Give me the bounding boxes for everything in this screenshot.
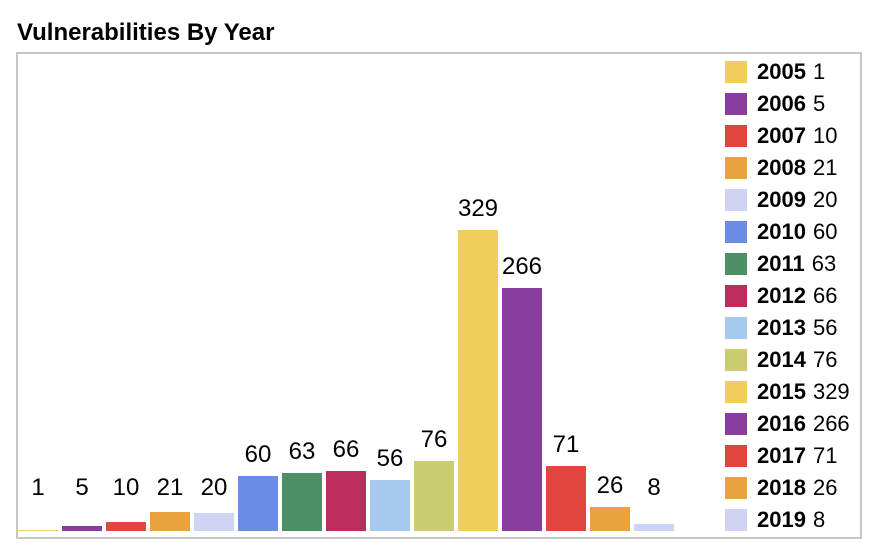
bar-value-label: 71 — [552, 431, 580, 458]
bar-value-label: 8 — [647, 474, 661, 501]
page-title: Vulnerabilities By Year — [17, 19, 275, 46]
legend-swatch — [725, 189, 747, 211]
bar-2008 — [150, 512, 190, 531]
legend-swatch — [725, 253, 747, 275]
legend-item-2014: 2014 76 — [725, 347, 850, 372]
legend-swatch — [725, 61, 747, 83]
legend-item-2019: 2019 8 — [725, 507, 850, 532]
legend-value: 60 — [812, 219, 838, 244]
legend-value: 76 — [812, 347, 838, 372]
bar-2009 — [194, 513, 234, 531]
legend-value: 5 — [812, 91, 826, 116]
legend-swatch — [725, 221, 747, 243]
legend-year: 2014 — [757, 347, 806, 372]
legend-year: 2015 — [757, 379, 806, 404]
legend-swatch — [725, 477, 747, 499]
bar-value-label: 63 — [288, 438, 316, 465]
legend-value: 26 — [812, 475, 838, 500]
legend-value: 20 — [812, 187, 838, 212]
legend-value: 1 — [812, 59, 826, 84]
legend-item-2005: 2005 1 — [725, 59, 850, 84]
legend-swatch — [725, 445, 747, 467]
legend-value: 266 — [812, 411, 850, 436]
bar-2007 — [106, 522, 146, 531]
legend-year: 2005 — [757, 59, 806, 84]
legend-swatch — [725, 381, 747, 403]
legend-item-2013: 2013 56 — [725, 315, 850, 340]
legend-year: 2012 — [757, 283, 806, 308]
legend-value: 63 — [811, 251, 837, 276]
plot-area: 1 5 10 21 20 60 63 66 56 76 329 266 71 26 8 — [18, 54, 860, 531]
legend-value: 10 — [812, 123, 838, 148]
legend-year: 2017 — [757, 443, 806, 468]
bar-2006 — [62, 526, 102, 531]
bar-value-label: 266 — [501, 253, 543, 280]
legend-swatch — [725, 317, 747, 339]
legend-swatch — [725, 93, 747, 115]
legend-value: 8 — [812, 507, 826, 532]
bar-value-label: 56 — [376, 445, 404, 472]
legend-swatch — [725, 125, 747, 147]
legend-value: 66 — [812, 283, 838, 308]
legend-item-2011: 2011 63 — [725, 251, 850, 276]
legend-item-2017: 2017 71 — [725, 443, 850, 468]
bar-2016 — [502, 288, 542, 531]
bar-value-label: 76 — [420, 426, 448, 453]
legend-swatch — [725, 509, 747, 531]
legend-year: 2016 — [757, 411, 806, 436]
legend-swatch — [725, 413, 747, 435]
legend-year: 2011 — [757, 251, 805, 276]
bar-value-label: 1 — [31, 474, 45, 501]
legend: 2005 1 2006 5 2007 10 2008 21 2009 20 2010 60 2011 63… — [725, 59, 850, 541]
legend-value: 71 — [812, 443, 838, 468]
legend-item-2015: 2015 329 — [725, 379, 850, 404]
legend-value: 56 — [812, 315, 838, 340]
legend-item-2008: 2008 21 — [725, 155, 850, 180]
legend-year: 2009 — [757, 187, 806, 212]
legend-year: 2008 — [757, 155, 806, 180]
legend-year: 2007 — [757, 123, 806, 148]
legend-year: 2006 — [757, 91, 806, 116]
bar-value-label: 329 — [457, 195, 499, 222]
bar-2018 — [590, 507, 630, 531]
legend-swatch — [725, 285, 747, 307]
bar-2012 — [326, 471, 366, 531]
legend-year: 2013 — [757, 315, 806, 340]
legend-item-2018: 2018 26 — [725, 475, 850, 500]
legend-value: 329 — [812, 379, 850, 404]
bar-value-label: 26 — [596, 472, 624, 499]
legend-swatch — [725, 157, 747, 179]
legend-value: 21 — [812, 155, 838, 180]
bar-2015 — [458, 230, 498, 531]
bar-value-label: 21 — [156, 474, 184, 501]
bar-2010 — [238, 476, 278, 531]
chart-area: 1 5 10 21 20 60 63 66 56 76 329 266 71 26 8 2005 1 2006 5… — [16, 52, 862, 539]
bar-2011 — [282, 473, 322, 531]
bar-2019 — [634, 524, 674, 531]
bar-2017 — [546, 466, 586, 531]
legend-item-2007: 2007 10 — [725, 123, 850, 148]
legend-year: 2010 — [757, 219, 806, 244]
legend-item-2006: 2006 5 — [725, 91, 850, 116]
legend-item-2010: 2010 60 — [725, 219, 850, 244]
legend-item-2016: 2016 266 — [725, 411, 850, 436]
legend-year: 2019 — [757, 507, 806, 532]
legend-swatch — [725, 349, 747, 371]
bar-value-label: 5 — [75, 474, 89, 501]
bar-value-label: 60 — [244, 441, 272, 468]
bar-2005 — [18, 530, 58, 531]
bar-value-label: 66 — [332, 436, 360, 463]
legend-item-2012: 2012 66 — [725, 283, 850, 308]
bar-2013 — [370, 480, 410, 531]
bar-value-label: 20 — [200, 474, 228, 501]
bar-value-label: 10 — [112, 474, 140, 501]
legend-year: 2018 — [757, 475, 806, 500]
bar-2014 — [414, 461, 454, 531]
legend-item-2009: 2009 20 — [725, 187, 850, 212]
